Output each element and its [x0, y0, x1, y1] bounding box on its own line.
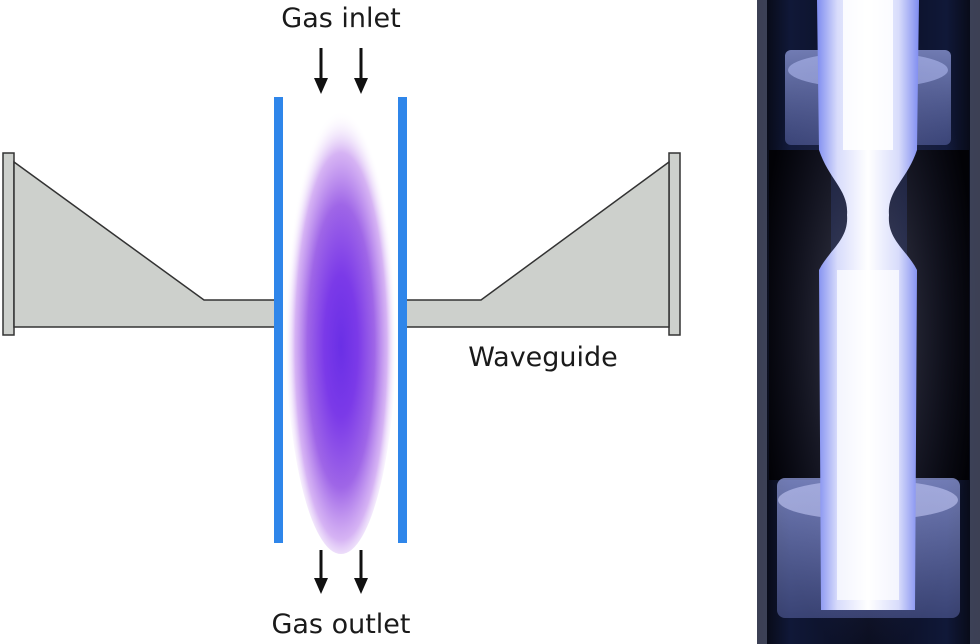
right-horn [405, 160, 670, 328]
right-waveguide [405, 152, 681, 336]
inlet-arrows [314, 48, 368, 94]
right-flange [668, 152, 681, 336]
left-flange [2, 152, 15, 336]
gas-inlet-label: Gas inlet [281, 3, 400, 34]
tube-wall-right [398, 97, 407, 543]
tube-wall-left [274, 97, 283, 543]
plasma-photograph [757, 0, 980, 644]
outlet-arrows [314, 550, 368, 594]
plasma-glow [285, 82, 397, 554]
left-horn [13, 160, 277, 328]
waveguide-label: Waveguide [468, 342, 618, 373]
left-waveguide [2, 152, 277, 336]
gas-outlet-label: Gas outlet [271, 609, 410, 640]
